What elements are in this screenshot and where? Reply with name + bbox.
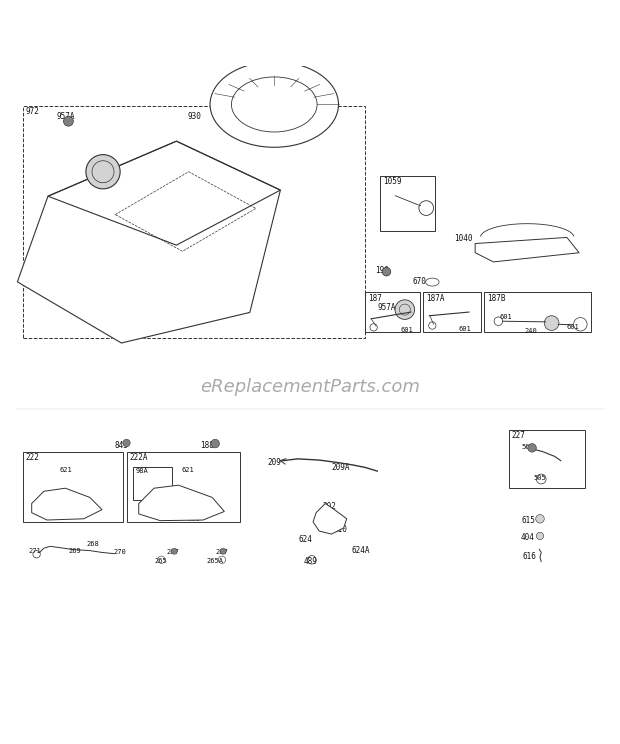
Text: 930: 930: [188, 112, 202, 121]
Text: 1040: 1040: [454, 234, 472, 243]
Polygon shape: [32, 488, 102, 520]
Text: 209: 209: [267, 458, 281, 466]
Polygon shape: [17, 141, 280, 343]
Text: 265A: 265A: [206, 558, 223, 564]
Text: 270: 270: [113, 549, 126, 555]
Circle shape: [382, 267, 391, 276]
Text: 98A: 98A: [136, 468, 148, 474]
Circle shape: [171, 548, 177, 554]
Text: 601: 601: [458, 326, 471, 332]
Text: 668: 668: [188, 516, 200, 522]
Circle shape: [528, 443, 536, 452]
Text: 187B: 187B: [487, 294, 506, 303]
Text: 269: 269: [68, 548, 81, 554]
Text: 209A: 209A: [332, 463, 350, 472]
Text: 240: 240: [524, 328, 537, 334]
Text: 188: 188: [200, 441, 214, 450]
Text: 957A: 957A: [378, 304, 396, 312]
Polygon shape: [475, 237, 579, 262]
Text: 624A: 624A: [352, 545, 370, 555]
Text: 267: 267: [215, 549, 228, 555]
Ellipse shape: [231, 77, 317, 132]
Text: 601: 601: [500, 314, 512, 320]
Circle shape: [395, 300, 415, 319]
Text: 1059: 1059: [383, 178, 402, 187]
Text: 616: 616: [523, 553, 537, 562]
Circle shape: [544, 315, 559, 330]
Circle shape: [220, 548, 226, 554]
Text: 601: 601: [401, 327, 414, 333]
Text: 227: 227: [512, 432, 526, 440]
Text: 972: 972: [25, 107, 40, 116]
Text: 202: 202: [322, 502, 336, 511]
Polygon shape: [139, 485, 224, 521]
Text: 265: 265: [154, 558, 167, 564]
Circle shape: [536, 515, 544, 523]
Circle shape: [86, 155, 120, 189]
Text: 222: 222: [25, 453, 40, 462]
Text: 267: 267: [166, 549, 179, 555]
Text: 271: 271: [29, 548, 42, 554]
Text: 222A: 222A: [130, 453, 148, 462]
Text: 187A: 187A: [426, 294, 445, 303]
Text: 562: 562: [521, 443, 534, 449]
Text: eReplacementParts.com: eReplacementParts.com: [200, 378, 420, 397]
Text: 489: 489: [304, 557, 318, 565]
Text: 668: 668: [60, 511, 72, 518]
Text: 187: 187: [368, 294, 382, 303]
Circle shape: [123, 439, 130, 446]
Text: 670: 670: [413, 278, 427, 286]
Text: 404: 404: [521, 533, 535, 542]
Text: 190: 190: [376, 266, 389, 275]
Text: 843: 843: [114, 441, 128, 450]
Text: 601: 601: [567, 324, 580, 330]
Circle shape: [63, 116, 73, 126]
Text: 957A: 957A: [56, 112, 74, 121]
Polygon shape: [313, 504, 347, 534]
Circle shape: [536, 532, 544, 539]
Text: 268: 268: [87, 541, 99, 547]
Text: 624: 624: [299, 536, 313, 545]
Text: 621: 621: [60, 466, 72, 472]
Text: 410: 410: [333, 525, 347, 534]
Text: 615: 615: [521, 516, 535, 525]
Text: 621: 621: [182, 466, 194, 472]
Ellipse shape: [210, 62, 339, 147]
Circle shape: [211, 439, 219, 448]
Text: 505: 505: [533, 475, 546, 481]
